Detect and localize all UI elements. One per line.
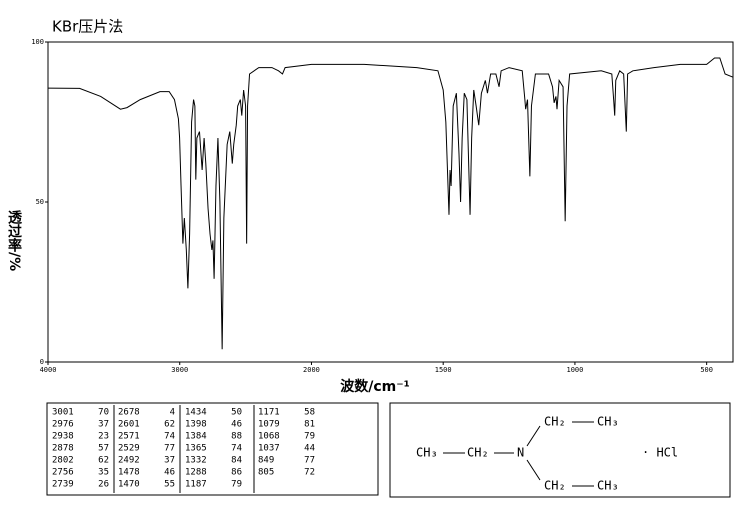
peak-transmittance: 88 bbox=[231, 432, 242, 442]
plot-frame bbox=[47, 41, 734, 363]
peak-transmittance: 46 bbox=[231, 420, 242, 430]
peak-transmittance: 57 bbox=[98, 444, 109, 454]
peak-wavenumber: 2878 bbox=[52, 444, 74, 454]
peak-wavenumber: 1478 bbox=[118, 468, 140, 478]
peak-wavenumber: 1068 bbox=[258, 432, 280, 442]
y-tick-label: 50 bbox=[36, 198, 44, 206]
peak-wavenumber: 1171 bbox=[258, 408, 280, 418]
y-tick-label: 0 bbox=[40, 358, 44, 366]
peak-wavenumber: 805 bbox=[258, 468, 274, 478]
peak-transmittance: 84 bbox=[231, 456, 242, 466]
atom-label: CH₃ bbox=[597, 415, 619, 429]
y-tick-label: 100 bbox=[31, 38, 44, 46]
peak-transmittance: 62 bbox=[98, 456, 109, 466]
peak-wavenumber: 1434 bbox=[185, 408, 207, 418]
peak-wavenumber: 2802 bbox=[52, 456, 74, 466]
atom-label: CH₂ bbox=[467, 446, 489, 460]
y-axis-label: 透过率/% bbox=[6, 210, 22, 271]
peak-transmittance: 55 bbox=[164, 480, 175, 490]
chart-title: KBr压片法 bbox=[52, 18, 123, 36]
peak-wavenumber: 1332 bbox=[185, 456, 207, 466]
peak-wavenumber: 3001 bbox=[52, 408, 74, 418]
peak-wavenumber: 2976 bbox=[52, 420, 74, 430]
peak-wavenumber: 1187 bbox=[185, 480, 207, 490]
peak-wavenumber: 2739 bbox=[52, 480, 74, 490]
peak-transmittance: 74 bbox=[164, 432, 175, 442]
peak-wavenumber: 1470 bbox=[118, 480, 140, 490]
peak-wavenumber: 849 bbox=[258, 456, 274, 466]
peak-transmittance: 72 bbox=[304, 468, 315, 478]
peak-wavenumber: 1037 bbox=[258, 444, 280, 454]
peak-transmittance: 62 bbox=[164, 420, 175, 430]
peak-wavenumber: 2938 bbox=[52, 432, 74, 442]
peak-wavenumber: 2492 bbox=[118, 456, 140, 466]
atom-label: CH₂ bbox=[544, 479, 566, 493]
peak-transmittance: 58 bbox=[304, 408, 315, 418]
structure-frame bbox=[389, 402, 731, 498]
atom-label: CH₃ bbox=[416, 446, 438, 460]
peak-transmittance: 70 bbox=[98, 408, 109, 418]
peak-transmittance: 4 bbox=[170, 408, 175, 418]
peak-transmittance: 86 bbox=[231, 468, 242, 478]
x-tick-label: 2000 bbox=[303, 366, 320, 374]
x-tick-label: 1000 bbox=[566, 366, 583, 374]
peak-transmittance: 35 bbox=[98, 468, 109, 478]
peak-transmittance: 77 bbox=[304, 456, 315, 466]
x-axis-label: 波数/cm⁻¹ bbox=[340, 378, 410, 395]
atom-label: CH₂ bbox=[544, 415, 566, 429]
peak-wavenumber: 2601 bbox=[118, 420, 140, 430]
peak-wavenumber: 2756 bbox=[52, 468, 74, 478]
peak-transmittance: 46 bbox=[164, 468, 175, 478]
peak-transmittance: 37 bbox=[98, 420, 109, 430]
peak-transmittance: 37 bbox=[164, 456, 175, 466]
peak-wavenumber: 2678 bbox=[118, 408, 140, 418]
peak-transmittance: 79 bbox=[304, 432, 315, 442]
x-tick-label: 500 bbox=[700, 366, 713, 374]
peak-wavenumber: 2571 bbox=[118, 432, 140, 442]
atom-label: CH₃ bbox=[597, 479, 619, 493]
bond bbox=[526, 425, 541, 447]
peak-wavenumber: 2529 bbox=[118, 444, 140, 454]
peak-transmittance: 79 bbox=[231, 480, 242, 490]
peak-wavenumber: 1288 bbox=[185, 468, 207, 478]
peak-wavenumber: 1384 bbox=[185, 432, 207, 442]
peak-transmittance: 23 bbox=[98, 432, 109, 442]
peak-table-frame bbox=[46, 402, 379, 496]
structure: CH₃ CH₂ N CH₂ CH₃ CH₂ CH₃ · HCl bbox=[416, 415, 678, 493]
x-tick-label: 4000 bbox=[40, 366, 57, 374]
peak-transmittance: 26 bbox=[98, 480, 109, 490]
peak-transmittance: 50 bbox=[231, 408, 242, 418]
atom-label: N bbox=[517, 446, 524, 460]
peak-transmittance: 74 bbox=[231, 444, 242, 454]
peak-wavenumber: 1398 bbox=[185, 420, 207, 430]
peak-wavenumber: 1079 bbox=[258, 420, 280, 430]
peak-transmittance: 81 bbox=[304, 420, 315, 430]
peak-transmittance: 44 bbox=[304, 444, 315, 454]
spectrum-line bbox=[47, 57, 734, 350]
x-tick-label: 3000 bbox=[171, 366, 188, 374]
peak-wavenumber: 1365 bbox=[185, 444, 207, 454]
x-tick-label: 1500 bbox=[435, 366, 452, 374]
bond bbox=[526, 459, 541, 481]
salt-label: · HCl bbox=[642, 446, 678, 460]
peak-transmittance: 77 bbox=[164, 444, 175, 454]
